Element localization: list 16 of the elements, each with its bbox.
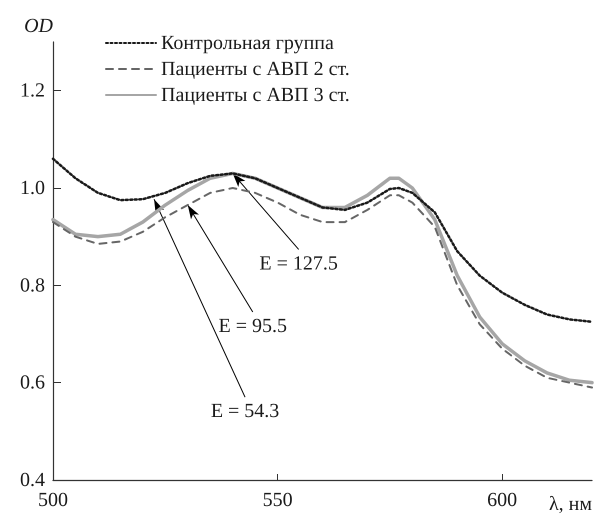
- legend-label: Контрольная группа: [161, 32, 334, 54]
- x-tick-label: 600: [487, 489, 518, 511]
- annotation: E = 95.5: [218, 315, 287, 338]
- x-tick-label: 550: [262, 489, 293, 511]
- legend-label: Пациенты с АВП 3 ст.: [161, 84, 350, 106]
- y-tick-label: 0.8: [20, 274, 45, 296]
- y-tick-label: 1.0: [20, 177, 45, 199]
- annotation: E = 127.5: [259, 252, 338, 274]
- legend-label: Пациенты с АВП 2 ст.: [161, 58, 350, 80]
- y-tick-label: 1.2: [20, 80, 45, 102]
- x-tick-label: 500: [38, 489, 68, 511]
- y-axis-title: OD: [24, 15, 54, 37]
- y-tick-label: 0.6: [20, 372, 45, 394]
- annotation: E = 54.3: [210, 400, 280, 422]
- x-axis-title: λ, нм: [548, 493, 592, 515]
- y-tick-label: 0.4: [20, 469, 45, 491]
